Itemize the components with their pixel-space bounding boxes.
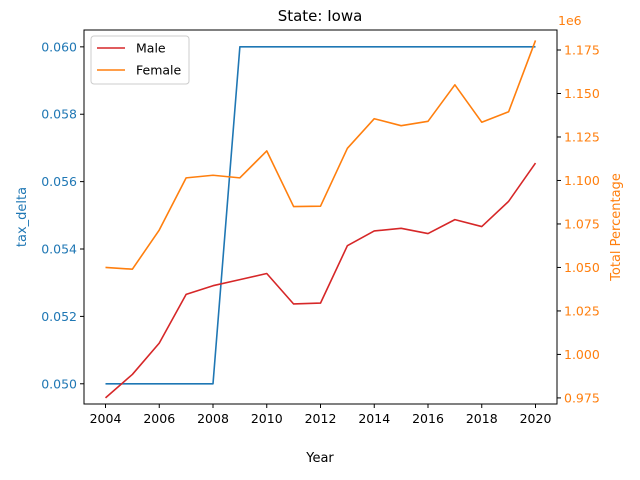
- y-left-tick-label: 0.060: [41, 39, 77, 54]
- chart-title: State: Iowa: [278, 7, 363, 25]
- y-axis-right-offset-label: 1e6: [558, 13, 582, 28]
- legend-label-female: Female: [136, 63, 182, 78]
- y-left-tick-label: 0.058: [41, 107, 77, 122]
- y-axis-right-title: Total Percentage: [609, 173, 624, 282]
- legend: Male Female: [90, 35, 190, 85]
- series-line-male: [104, 162, 537, 399]
- x-axis: 2004 2006 2008 2010 2012 2014 2016 2018 2020: [90, 404, 552, 426]
- x-tick-label: 2006: [143, 411, 175, 426]
- y-right-tick-label: 1.100: [564, 173, 600, 188]
- series-line-tax-delta: [105, 46, 536, 385]
- y-left-tick-label: 0.054: [41, 242, 77, 257]
- y-right-tick-label: 1.175: [564, 43, 600, 58]
- x-tick-label: 2010: [251, 411, 283, 426]
- y-right-tick-label: 1.150: [564, 86, 600, 101]
- y-right-tick-label: 1.075: [564, 216, 600, 231]
- y-right-tick-label: 1.125: [564, 129, 600, 144]
- x-axis-title: Year: [305, 451, 334, 466]
- y-axis-left: 0.050 0.052 0.054 0.056 0.058 0.060: [41, 39, 84, 391]
- x-tick-label: 2014: [358, 411, 390, 426]
- y-right-tick-label: 1.050: [564, 260, 600, 275]
- x-tick-label: 2018: [466, 411, 498, 426]
- series-line-female: [105, 40, 537, 270]
- plot-area: [104, 40, 537, 399]
- x-tick-label: 2020: [520, 411, 552, 426]
- y-axis-right: 0.975 1.000 1.025 1.050 1.075 1.100 1.125 1.150…: [557, 43, 600, 405]
- y-right-tick-label: 1.000: [564, 347, 600, 362]
- y-left-tick-label: 0.050: [41, 376, 77, 391]
- x-tick-label: 2004: [90, 411, 122, 426]
- y-right-tick-label: 0.975: [564, 390, 600, 405]
- x-tick-label: 2016: [412, 411, 444, 426]
- x-tick-label: 2008: [197, 411, 229, 426]
- y-left-tick-label: 0.056: [41, 174, 77, 189]
- y-axis-left-title: tax_delta: [15, 187, 30, 247]
- legend-label-male: Male: [136, 41, 166, 56]
- x-tick-label: 2012: [305, 411, 337, 426]
- y-left-tick-label: 0.052: [41, 309, 77, 324]
- y-right-tick-label: 1.025: [564, 303, 600, 318]
